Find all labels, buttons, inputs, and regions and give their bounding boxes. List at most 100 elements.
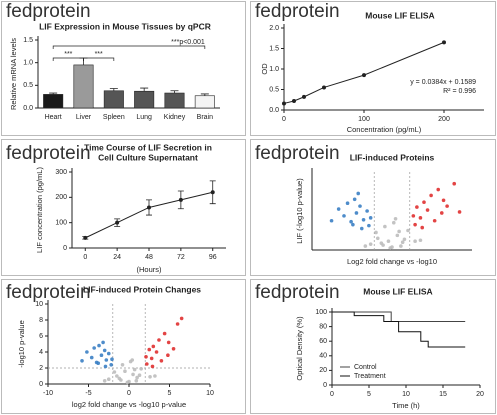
point	[351, 222, 355, 227]
y-tick-label: 0	[63, 245, 67, 252]
point	[379, 241, 384, 245]
point	[418, 216, 423, 220]
y-tick-label: 300	[55, 169, 67, 176]
point	[436, 187, 441, 192]
point	[112, 370, 117, 374]
series-line	[332, 311, 466, 322]
x-tick-label: 200	[438, 116, 450, 123]
point	[102, 379, 107, 383]
point	[365, 209, 369, 213]
error-bar	[200, 93, 209, 96]
point	[123, 369, 127, 374]
annotation: R² = 0.996	[443, 88, 476, 95]
point	[104, 358, 109, 362]
point	[92, 346, 96, 350]
error-bar	[170, 90, 179, 94]
point	[399, 244, 403, 248]
point	[125, 380, 130, 385]
point	[349, 219, 353, 224]
x-tick-label: Brain	[197, 114, 213, 121]
point	[178, 197, 183, 202]
point	[106, 351, 111, 356]
point	[362, 73, 366, 78]
y-tick-label: 0.5	[269, 86, 279, 93]
error-bar	[140, 87, 149, 92]
point	[179, 316, 184, 321]
point	[418, 238, 423, 243]
y-tick-label: 0	[39, 381, 43, 388]
x-tick-label: Heart	[45, 114, 62, 121]
point	[395, 233, 400, 238]
point	[322, 85, 326, 90]
y-tick-label: 8	[39, 317, 43, 324]
x-tick-label: 0	[282, 116, 286, 123]
point	[375, 236, 380, 241]
point	[442, 40, 446, 45]
y-tick-label: 1.0	[23, 60, 33, 67]
point	[413, 222, 417, 227]
significance-bracket	[83, 57, 115, 61]
x-tick-label: 100	[358, 116, 370, 123]
panel	[250, 139, 496, 276]
point	[358, 204, 362, 208]
x-axis-label: Log2 fold change vs -log10	[347, 257, 437, 266]
x-tick-label: Kidney	[164, 114, 186, 121]
y-tick-label: 2.0	[269, 25, 279, 32]
x-tick-label: 5	[168, 390, 172, 397]
point	[147, 347, 152, 352]
annotation: ***p<0.001	[171, 39, 205, 46]
point	[175, 322, 180, 326]
chart-title: Mouse LIF ELISA	[365, 10, 434, 20]
point	[367, 223, 371, 228]
x-tick-label: 5	[367, 391, 371, 398]
point	[115, 374, 119, 378]
brand: fedprotein	[255, 143, 340, 164]
chart-title: Cell Culture Supernatant	[98, 152, 198, 162]
panel	[1, 139, 246, 276]
point	[406, 228, 410, 233]
panel	[1, 1, 246, 136]
y-tick-label: 40	[319, 353, 327, 360]
point	[106, 377, 111, 382]
x-tick-label: 10	[206, 390, 214, 397]
y-tick-label: 0.0	[269, 107, 279, 114]
x-tick-label: 15	[439, 391, 447, 398]
point	[368, 242, 373, 246]
chart-title: Time Course of LIF Secretion in	[84, 142, 212, 152]
point	[171, 347, 176, 351]
point	[117, 376, 122, 381]
point	[148, 375, 152, 379]
point	[101, 340, 105, 345]
series-line	[332, 311, 466, 348]
point	[115, 220, 120, 225]
point	[361, 217, 366, 222]
brand: fedprotein	[255, 282, 340, 303]
point	[109, 363, 113, 367]
significance-bracket	[52, 45, 206, 49]
point	[120, 363, 125, 367]
point	[135, 375, 139, 380]
x-tick-label: 48	[145, 254, 153, 261]
point	[413, 239, 417, 244]
point	[439, 211, 444, 215]
point	[159, 359, 164, 363]
point	[103, 364, 108, 369]
y-axis-label: Relative mRNA levels	[9, 38, 18, 110]
point	[345, 201, 350, 205]
point	[359, 226, 364, 231]
point	[429, 193, 433, 198]
point	[402, 237, 407, 242]
point	[210, 190, 215, 195]
x-tick-label: 72	[177, 254, 185, 261]
y-axis-label: LIF (-log10 p-value)	[295, 178, 304, 244]
y-tick-label: 20	[319, 367, 327, 374]
y-tick-label: 60	[319, 338, 327, 345]
point	[157, 338, 161, 342]
point	[83, 235, 88, 240]
x-tick-label: 10	[402, 391, 410, 398]
x-axis-label: Concentration (pg/mL)	[347, 125, 422, 134]
y-tick-label: 0.0	[23, 105, 33, 112]
point	[422, 200, 426, 205]
brand: fedprotein	[6, 282, 91, 303]
bar	[73, 64, 94, 109]
